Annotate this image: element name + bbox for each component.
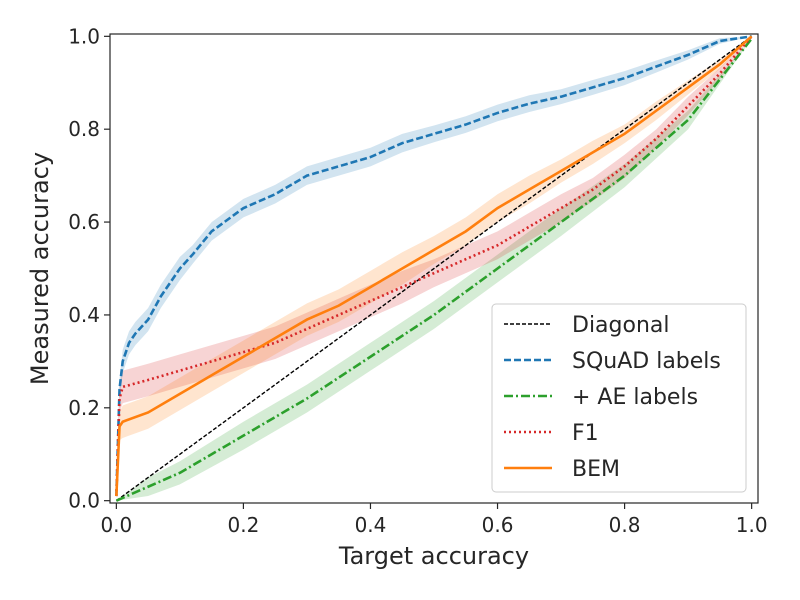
y-tick-label: 0.4 — [68, 303, 100, 327]
x-tick-label: 0.6 — [482, 513, 514, 537]
y-tick-label: 0.8 — [68, 117, 100, 141]
y-tick-label: 0.0 — [68, 489, 100, 513]
axis-ticks: 0.0 0.2 0.4 0.6 0.8 1.0 0.0 0.2 0.4 0.6 0.8 1.0 — [68, 24, 767, 537]
f1-band — [116, 36, 752, 497]
series-lines — [115, 35, 753, 502]
x-tick-label: 0.4 — [355, 513, 387, 537]
legend-label-bem: BEM — [572, 457, 620, 482]
y-tick-label: 0.6 — [68, 210, 100, 234]
legend-label-diagonal: Diagonal — [572, 313, 670, 338]
y-tick-label: 1.0 — [68, 24, 100, 48]
x-tick-label: 1.0 — [736, 513, 768, 537]
y-axis-label: Measured accuracy — [26, 152, 54, 385]
legend-box — [491, 303, 747, 493]
legend-label-squad-labels: SQuAD labels — [572, 349, 721, 374]
x-tick-label: 0.0 — [100, 513, 132, 537]
legend-label-f1: F1 — [572, 421, 599, 446]
y-tick-label: 0.2 — [68, 396, 100, 420]
x-tick-label: 0.8 — [609, 513, 641, 537]
x-axis-label: Target accuracy — [338, 542, 529, 570]
diagonal-line — [115, 35, 753, 502]
plot-frame — [109, 33, 759, 504]
legend-label-ae-labels: + AE labels — [572, 385, 698, 410]
squad-labels-line — [115, 35, 752, 497]
ae-labels-line — [115, 37, 753, 502]
legend: Diagonal SQuAD labels + AE labels F1 BEM — [491, 303, 747, 493]
x-tick-label: 0.2 — [228, 513, 260, 537]
squad-labels-band — [116, 36, 752, 501]
bem-line — [115, 35, 753, 497]
